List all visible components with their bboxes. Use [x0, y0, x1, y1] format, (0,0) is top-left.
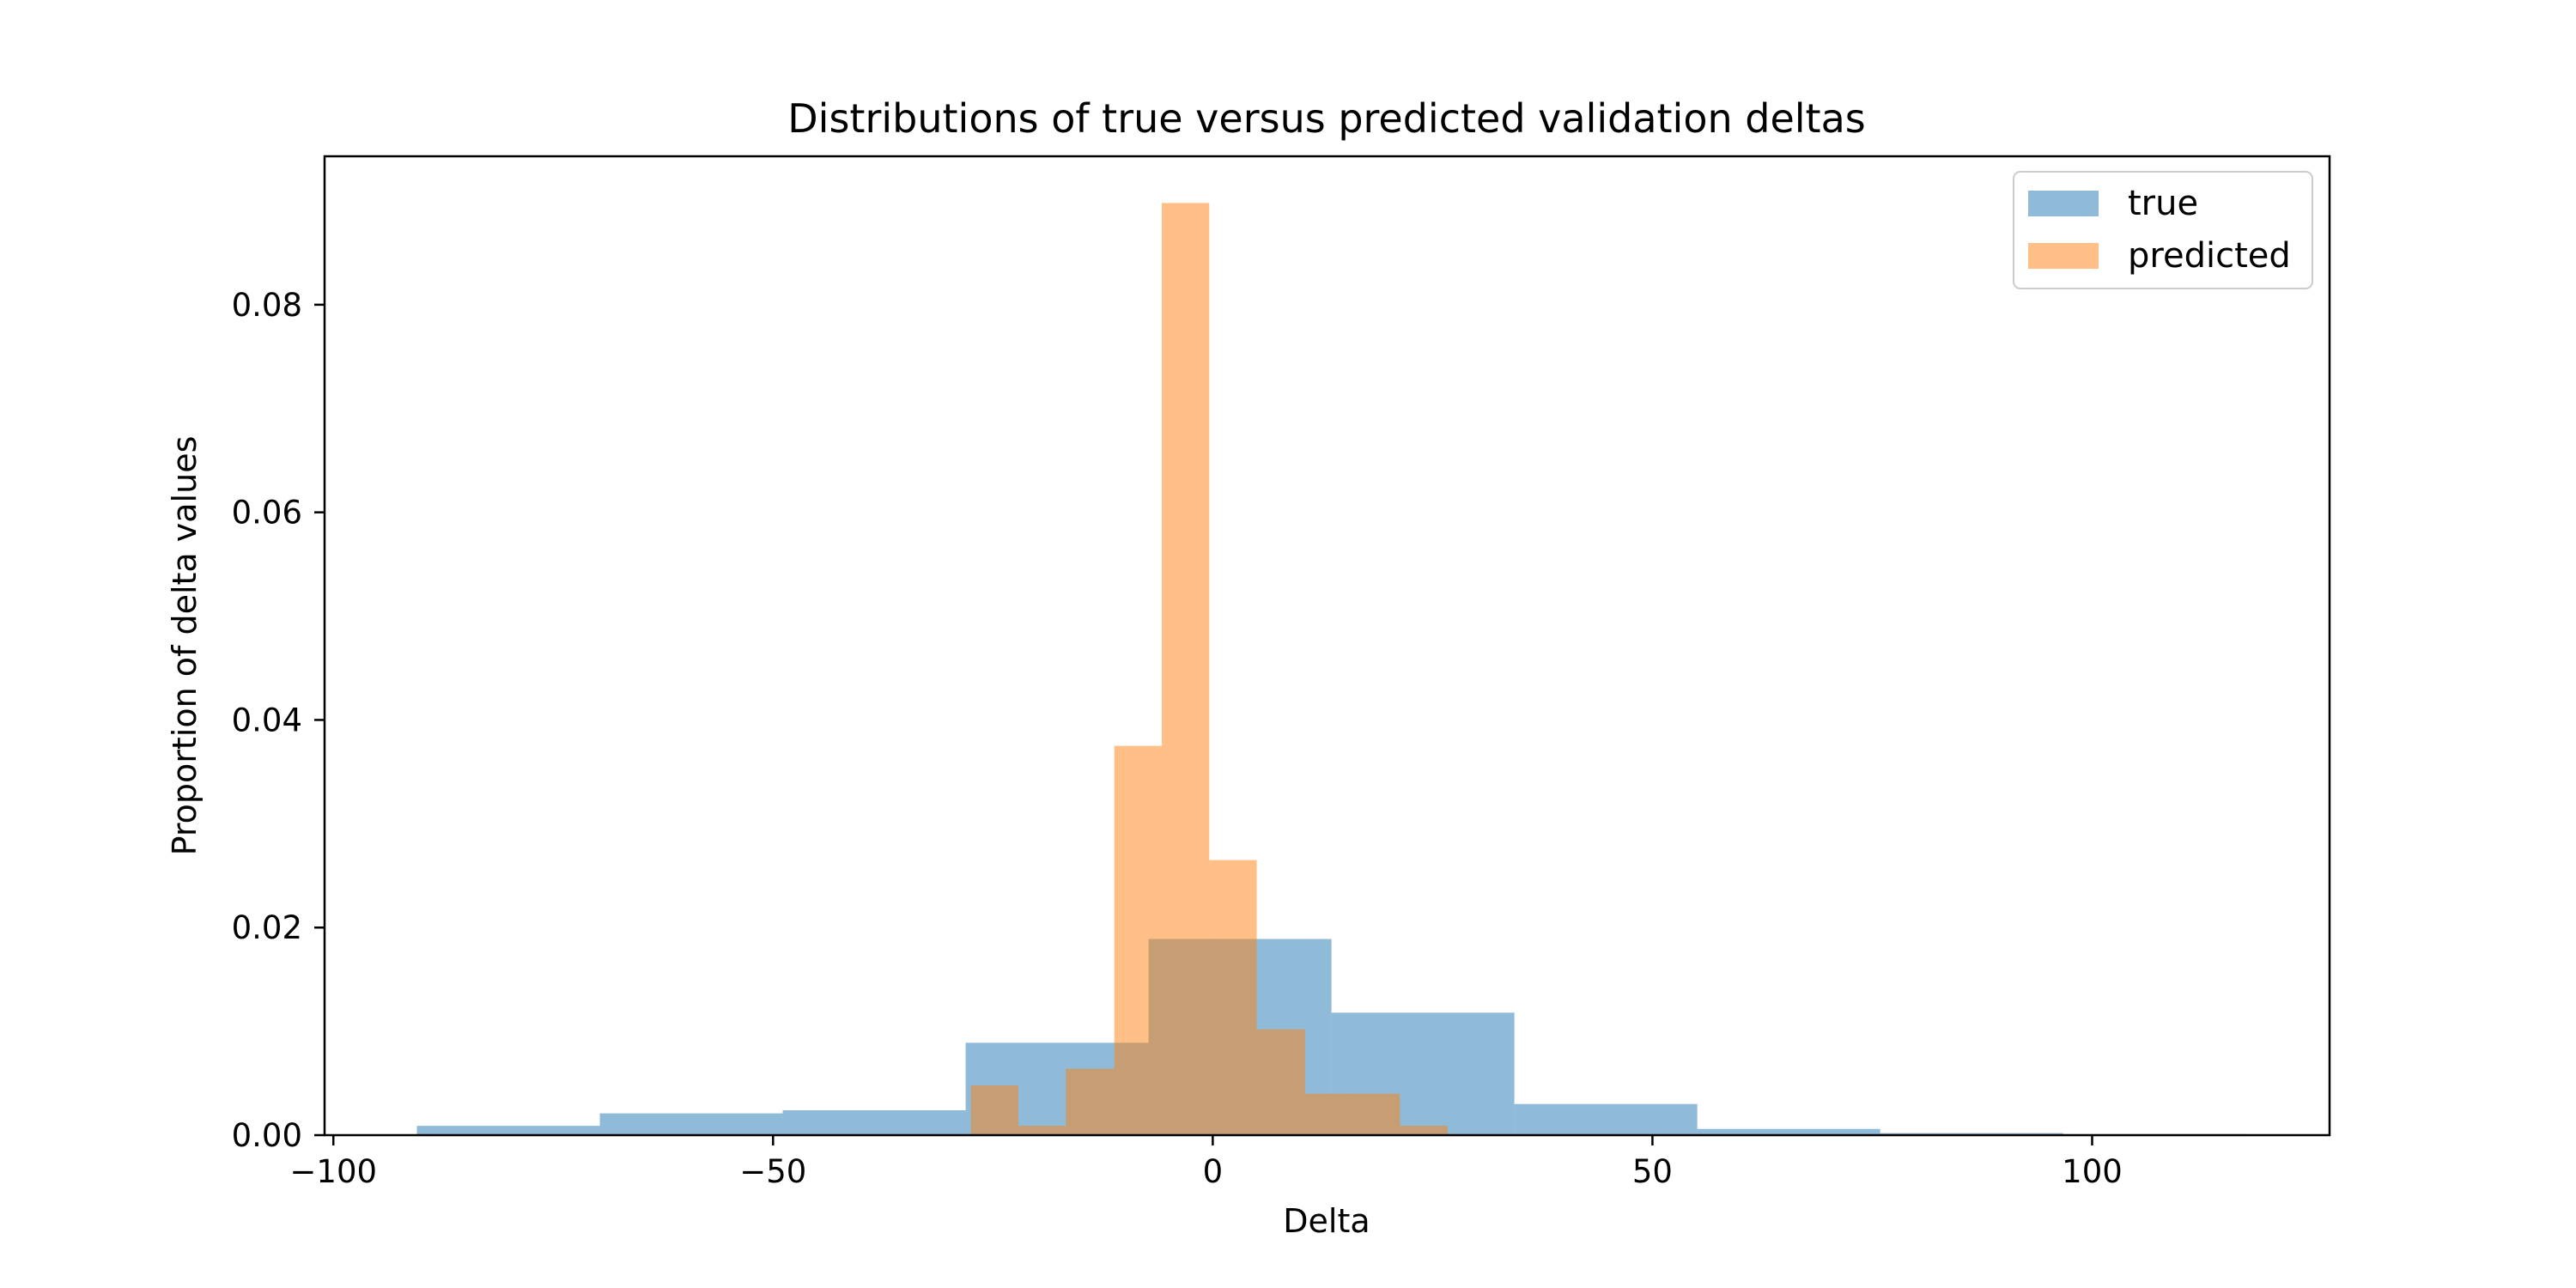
- bar-predicted-6: [1256, 1029, 1305, 1135]
- y-axis-label: Proportion of delta values: [166, 436, 204, 856]
- x-axis-ticks: −100 −50 0 50 100: [289, 1135, 2123, 1190]
- legend-label-true: true: [2128, 184, 2198, 223]
- x-tick-label: 0: [1203, 1153, 1224, 1190]
- legend: true predicted: [2013, 171, 2313, 289]
- chart-title: Distributions of true versus predicted v…: [787, 95, 1865, 142]
- bar-predicted-5: [1209, 860, 1257, 1135]
- legend-swatch-predicted: [2028, 243, 2099, 269]
- y-tick-label: 0.00: [232, 1117, 302, 1154]
- y-tick-label: 0.08: [232, 287, 302, 324]
- bar-predicted-3: [1114, 745, 1162, 1135]
- series-predicted-bars: [970, 203, 1448, 1135]
- bar-predicted-9: [1400, 1126, 1448, 1135]
- legend-label-predicted: predicted: [2128, 236, 2291, 276]
- bar-true-1: [599, 1113, 783, 1135]
- legend-swatch-true: [2028, 191, 2099, 216]
- y-tick-label: 0.02: [232, 909, 302, 946]
- x-tick-label: −50: [739, 1153, 806, 1190]
- bar-predicted-4: [1161, 203, 1210, 1135]
- bar-predicted-2: [1066, 1068, 1115, 1135]
- bar-predicted-8: [1352, 1093, 1400, 1135]
- bar-predicted-7: [1304, 1093, 1353, 1135]
- x-tick-label: 50: [1632, 1153, 1673, 1190]
- bar-true-7: [1697, 1128, 1880, 1135]
- x-tick-label: −100: [289, 1153, 377, 1190]
- y-tick-label: 0.06: [232, 495, 302, 532]
- y-tick-label: 0.04: [232, 702, 302, 738]
- x-axis-label: Delta: [1283, 1202, 1370, 1240]
- y-axis-ticks: 0.00 0.02 0.04 0.06 0.08: [232, 287, 325, 1154]
- x-tick-label: 100: [2062, 1153, 2123, 1190]
- plot-frame: [323, 155, 2331, 1137]
- bar-true-0: [416, 1126, 600, 1135]
- bar-true-6: [1514, 1103, 1698, 1135]
- bar-predicted-1: [1018, 1126, 1066, 1135]
- bar-true-2: [782, 1109, 966, 1135]
- bar-predicted-0: [970, 1084, 1019, 1135]
